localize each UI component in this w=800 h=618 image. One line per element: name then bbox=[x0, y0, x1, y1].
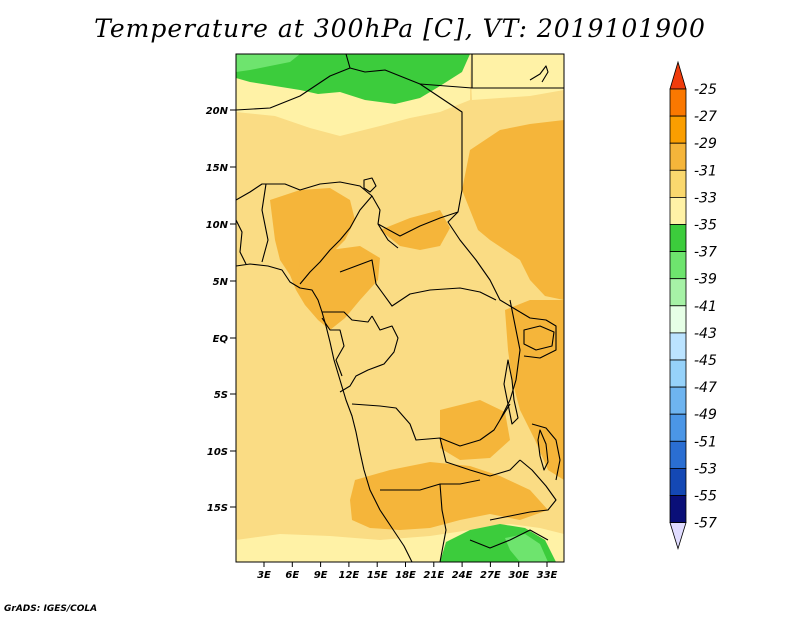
colorbar-swatch bbox=[669, 305, 687, 334]
lat-label: EQ bbox=[213, 334, 229, 345]
border-chad-cameroon-small bbox=[261, 183, 269, 263]
colorbar-swatch bbox=[669, 386, 687, 415]
colorbar-top-triangle bbox=[669, 60, 687, 90]
lat-label: 10N bbox=[206, 220, 229, 231]
colorbar-label: -27 bbox=[694, 109, 717, 125]
border-angola-namibia bbox=[380, 479, 481, 491]
colorbar-swatch bbox=[669, 359, 687, 388]
border-southern bbox=[469, 529, 549, 549]
border-tanzania-mozambique bbox=[531, 423, 561, 481]
colorbar-label: -29 bbox=[694, 136, 717, 152]
colorbar-swatch bbox=[669, 495, 687, 524]
lon-label: 24E bbox=[452, 570, 473, 581]
lon-label: 27E bbox=[480, 570, 501, 581]
border-egypt-sudan bbox=[471, 54, 564, 89]
colorbar-label: -25 bbox=[694, 82, 717, 98]
coastline bbox=[236, 263, 413, 562]
colorbar-swatch bbox=[669, 332, 687, 361]
map-frame bbox=[235, 53, 565, 563]
colorbar: -25 -27 -29 -31 -33 -35 -37 -39 -41 -43 -45 -47 -49 -… bbox=[669, 60, 717, 550]
colorbar-label: -57 bbox=[694, 516, 717, 532]
border-algeria-libya bbox=[345, 54, 351, 69]
lightgreen-area-south bbox=[505, 534, 548, 562]
lon-label: 21E bbox=[423, 570, 444, 581]
lat-label: 20N bbox=[206, 106, 229, 117]
chart-title: Temperature at 300hPa [C], VT: 201910190… bbox=[94, 14, 706, 43]
latitude-axis: 20N 15N 10N 5N EQ 5S 10S 15S bbox=[206, 106, 236, 514]
temperature-field bbox=[236, 54, 564, 562]
border-car-south bbox=[339, 259, 497, 307]
colorbar-label: -49 bbox=[694, 407, 717, 423]
lake-chad bbox=[363, 177, 377, 193]
colorbar-swatch bbox=[669, 115, 687, 144]
border-cameroon-congo bbox=[322, 311, 373, 323]
colorbar-bottom-triangle bbox=[669, 522, 687, 550]
border-east-africa bbox=[519, 311, 557, 359]
border-zambia-east bbox=[489, 459, 557, 521]
warm-patch-lakes bbox=[505, 300, 564, 480]
border-congo-drc bbox=[339, 315, 399, 393]
warm-patch-west bbox=[270, 188, 355, 290]
country-borders bbox=[236, 54, 564, 562]
colorbar-label: -39 bbox=[694, 272, 717, 288]
border-benin-west bbox=[236, 219, 247, 265]
border-drc-zambia bbox=[439, 437, 521, 477]
colorbar-swatch bbox=[669, 142, 687, 171]
border-car-north bbox=[377, 211, 459, 237]
lat-label: 5S bbox=[214, 390, 228, 401]
warm-patch-south bbox=[350, 462, 548, 530]
lake-tanganyika bbox=[503, 359, 519, 425]
colorbar-swatch bbox=[669, 224, 687, 253]
colorbar-swatch bbox=[669, 467, 687, 496]
colorbar-swatch bbox=[669, 440, 687, 469]
lightgreen-area-northwest bbox=[236, 54, 300, 72]
lat-label: 15N bbox=[206, 163, 229, 174]
warm-patch-east bbox=[462, 120, 564, 300]
lake-victoria bbox=[523, 325, 555, 351]
colorbar-swatch bbox=[669, 413, 687, 442]
border-libya-chad bbox=[419, 83, 473, 89]
lon-label: 33E bbox=[537, 570, 558, 581]
warm-patch-cameroon bbox=[296, 246, 380, 330]
lat-label: 15S bbox=[207, 503, 228, 514]
red-sea-coast bbox=[529, 65, 549, 83]
colorbar-label: -43 bbox=[694, 326, 717, 342]
longitude-axis: 3E 6E 9E 12E 15E 18E 21E 24E 27E 30E 33E bbox=[257, 562, 558, 581]
credit-label: GrADS: IGES/COLA bbox=[4, 604, 98, 614]
lat-label: 10S bbox=[207, 447, 228, 458]
lake-malawi bbox=[537, 429, 549, 471]
green-area-north bbox=[236, 54, 470, 104]
lon-label: 9E bbox=[314, 570, 328, 581]
colorbar-label: -37 bbox=[694, 245, 717, 261]
border-angola-zambia bbox=[439, 483, 447, 562]
border-nigeria-cameroon bbox=[299, 195, 373, 285]
lon-label: 12E bbox=[339, 570, 360, 581]
colorbar-label: -35 bbox=[694, 218, 717, 234]
colorbar-label: -33 bbox=[694, 190, 717, 206]
lon-label: 30E bbox=[508, 570, 529, 581]
colorbar-swatch bbox=[669, 278, 687, 307]
warm-patch-central bbox=[380, 210, 450, 250]
colorbar-label: -45 bbox=[694, 353, 717, 369]
colorbar-swatch bbox=[669, 169, 687, 198]
colorbar-label: -31 bbox=[694, 163, 717, 179]
colorbar-label: -55 bbox=[694, 489, 717, 505]
border-congo-gabon bbox=[321, 317, 345, 377]
lon-label: 18E bbox=[395, 570, 416, 581]
colorbar-swatch bbox=[669, 251, 687, 280]
colorbar-label: -47 bbox=[694, 380, 717, 396]
border-chad-sudan bbox=[447, 189, 521, 313]
colorbar-swatch bbox=[669, 88, 687, 117]
lon-label: 3E bbox=[257, 570, 271, 581]
lon-label: 6E bbox=[285, 570, 299, 581]
colorbar-label: -41 bbox=[694, 299, 717, 315]
colorbar-label: -51 bbox=[694, 434, 717, 450]
colorbar-label: -53 bbox=[694, 461, 717, 477]
border-niger-west bbox=[236, 67, 463, 190]
colorbar-swatch bbox=[669, 196, 687, 225]
lon-label: 15E bbox=[367, 570, 388, 581]
lat-label: 5N bbox=[213, 277, 229, 288]
